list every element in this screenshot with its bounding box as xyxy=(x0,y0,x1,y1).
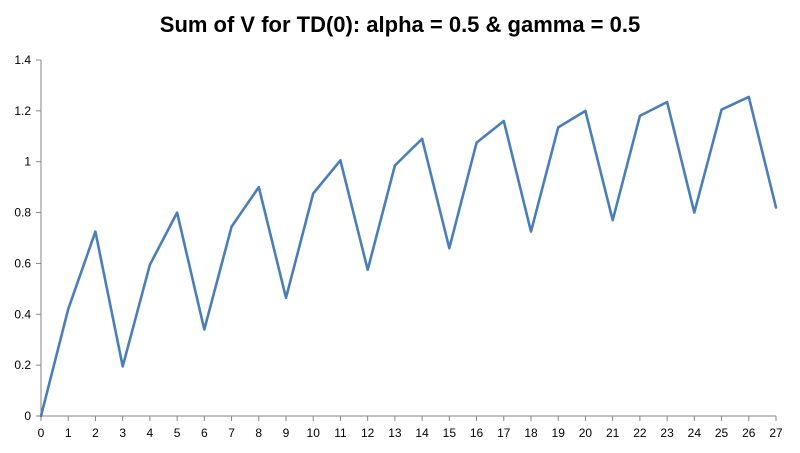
x-tick-label: 4 xyxy=(147,426,154,440)
x-axis-ticks: 0 1 2 3 4 5 6 7 8 9 10 11 12 13 14 15 16 17 18 19 20 21 22 23 24… xyxy=(38,416,783,440)
x-tick-label: 12 xyxy=(361,426,375,440)
x-tick-label: 19 xyxy=(552,426,566,440)
axes xyxy=(40,60,776,417)
x-tick-label: 9 xyxy=(283,426,290,440)
x-tick-label: 15 xyxy=(443,426,457,440)
y-tick-label: 1.2 xyxy=(14,104,31,118)
x-tick-label: 18 xyxy=(524,426,538,440)
x-tick-label: 16 xyxy=(470,426,484,440)
x-tick-label: 27 xyxy=(769,426,783,440)
x-tick-label: 21 xyxy=(606,426,620,440)
y-tick-label: 0.6 xyxy=(14,256,31,270)
x-tick-label: 17 xyxy=(497,426,511,440)
x-tick-label: 2 xyxy=(92,426,99,440)
x-tick-label: 25 xyxy=(715,426,729,440)
y-tick-label: 0.4 xyxy=(14,307,31,321)
series-line xyxy=(39,95,778,418)
x-tick-label: 3 xyxy=(119,426,126,440)
x-tick-label: 13 xyxy=(388,426,402,440)
series-layer xyxy=(39,95,778,418)
y-tick-label: 1 xyxy=(24,155,31,169)
x-tick-label: 1 xyxy=(65,426,72,440)
x-tick-label: 6 xyxy=(201,426,208,440)
x-tick-label: 14 xyxy=(415,426,429,440)
x-tick-label: 7 xyxy=(228,426,235,440)
x-tick-label: 8 xyxy=(255,426,262,440)
y-tick-label: 1.4 xyxy=(14,53,31,67)
y-axis-ticks: 0 0.2 0.4 0.6 0.8 1 1.2 1.4 xyxy=(14,53,41,423)
x-tick-label: 0 xyxy=(38,426,45,440)
x-tick-label: 5 xyxy=(174,426,181,440)
x-tick-label: 10 xyxy=(307,426,321,440)
x-tick-label: 11 xyxy=(334,426,347,440)
x-tick-label: 20 xyxy=(579,426,593,440)
y-tick-label: 0 xyxy=(24,409,31,423)
x-tick-label: 23 xyxy=(660,426,674,440)
y-tick-label: 0.2 xyxy=(14,358,31,372)
y-tick-label: 0.8 xyxy=(14,206,31,220)
x-tick-label: 26 xyxy=(742,426,756,440)
x-tick-label: 22 xyxy=(633,426,647,440)
x-tick-label: 24 xyxy=(688,426,702,440)
chart-title: Sum of V for TD(0): alpha = 0.5 & gamma … xyxy=(159,12,641,37)
